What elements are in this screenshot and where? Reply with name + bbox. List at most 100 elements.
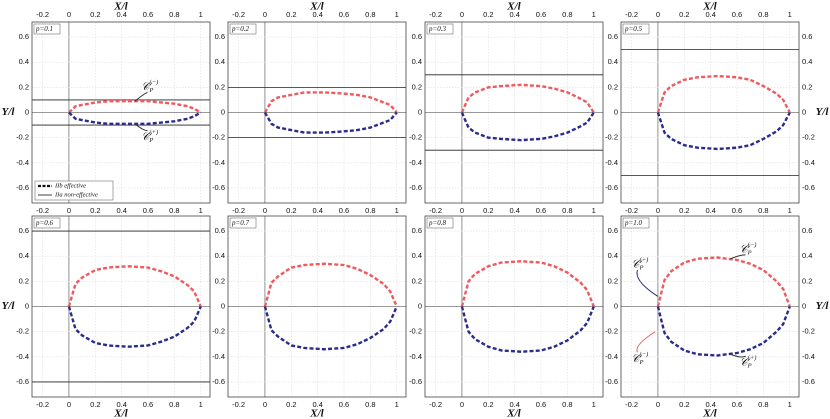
curve [656,74,791,114]
panel: -0.2 0 0.2 0.4 0.6 0.8 1 -0.6 -0.4 -0.2 0 0.2 0.4 0.6… [409,215,604,419]
annotation-leader [730,254,746,260]
annotation-sub: P [747,363,752,370]
x-tick-label: 0.8 [365,400,375,409]
x-tick-label: 0.4 [312,206,322,215]
y-tick-label: -0.4 [605,158,618,167]
p-label-box [229,23,257,35]
x-tick-label: 1 [592,10,596,19]
curve [460,83,595,114]
x-tick-label: 1 [788,10,792,19]
y-tick-label: 0.4 [608,251,618,260]
y-tick-label: -0.6 [409,183,422,192]
x-tick-label: 0.4 [705,400,715,409]
y-tick-label: -0.4 [802,352,815,361]
y-tick-label: -0.2 [802,327,815,336]
y-tick-label: 0.2 [608,82,618,91]
p-label: p=0.6 [35,219,53,227]
x-axis-label: X/l [309,1,324,13]
x-tick-label: 0.6 [536,206,546,215]
x-tick-label: 0.4 [509,400,519,409]
x-tick-label: 0.6 [339,206,349,215]
annotation-sup: (+) [748,355,757,362]
annotation-sub: P [639,265,644,272]
legend-label: IIa non-effective [54,191,98,198]
y-tick-label: 0 [221,301,225,310]
curve [263,262,398,307]
x-tick-label: -0.2 [232,206,245,215]
y-tick-label: -0.6 [409,377,422,386]
y-tick-label: 0.2 [802,276,812,285]
y-tick-label: 0.2 [215,82,225,91]
x-tick-label: 0.8 [365,10,375,19]
x-tick-label: 0.8 [169,206,179,215]
x-tick-label: 0 [263,400,267,409]
x-tick-label: 0.6 [536,10,546,19]
x-tick-label: 0.8 [758,10,768,19]
y-tick-label: 0.4 [608,57,618,66]
x-tick-label: -0.2 [232,400,245,409]
x-tick-label: 1 [788,206,792,215]
frame [31,21,211,204]
y-tick-label: 0 [614,107,618,116]
y-tick-label: 0.6 [19,32,29,41]
p-label-box [426,217,454,229]
x-tick-label: -0.2 [625,400,638,409]
panel: -0.2 -0.2 0 0 0.2 0.2 0.4 0.4 0.6 0.6 0.8 0.8 1 1 -0.6… [605,1,829,215]
x-tick-label: 0.6 [143,10,153,19]
x-tick-label: 0 [460,206,464,215]
y-tick-label: 0.2 [608,276,618,285]
x-tick-label: 0.2 [90,206,100,215]
frame [424,21,604,204]
x-tick-label: 0.6 [143,400,153,409]
y-tick-label: -0.2 [16,133,29,142]
annotation-sup: (−) [748,241,757,248]
p-label: p=0.7 [231,219,249,227]
y-tick-label: 0.2 [802,82,812,91]
x-tick-label: 0 [656,10,660,19]
x-tick-label: 0.8 [169,10,179,19]
annotation-base: 𝒞 [740,357,751,369]
p-label: p=0.1 [35,25,53,33]
y-tick-label: 0.2 [19,276,29,285]
y-tick-label: 0.6 [802,226,812,235]
panel: -0.2 -0.2 0 0 0.2 0.2 0.4 0.4 0.6 0.6 0.8 0.8 1 1 -0.6… [409,1,604,215]
y-tick-label: -0.6 [605,377,618,386]
x-tick-label: 0 [656,206,660,215]
curve [67,306,202,348]
y-tick-label: -0.2 [212,133,225,142]
x-tick-label: 0.8 [562,10,572,19]
x-tick-label: 1 [199,206,203,215]
y-tick-label: -0.6 [16,377,29,386]
y-tick-label: -0.4 [409,158,422,167]
y-tick-label: 0 [614,301,618,310]
x-tick-label: 0.2 [679,206,689,215]
y-tick-label: 0 [418,107,422,116]
frame [227,215,407,398]
p-label-box [622,217,650,229]
y-tick-label: -0.2 [409,133,422,142]
x-tick-label: 0.8 [562,206,572,215]
annotation-sub: P [747,249,752,256]
x-tick-label: 0.4 [116,400,126,409]
x-tick-label: 0 [460,400,464,409]
annotation-sup: (−) [640,351,649,358]
p-label-box [33,217,61,229]
x-tick-label: -0.2 [36,400,49,409]
x-tick-label: 0.8 [758,400,768,409]
x-axis-label: X/l [506,1,521,13]
y-tick-label: 0.2 [215,276,225,285]
y-tick-label: 0.2 [19,82,29,91]
annotation-leader [730,353,746,358]
x-tick-label: 0.4 [312,10,322,19]
annotation-base: 𝒞 [141,131,152,143]
y-tick-label: 0 [418,301,422,310]
annotation-leader [134,91,148,102]
y-tick-label: 0.4 [412,57,422,66]
curve [67,265,202,307]
curve [263,306,398,351]
x-axis-label: X/l [309,408,324,419]
y-axis-label: Y/l [816,106,830,118]
p-label: p=0.3 [428,25,446,33]
x-tick-label: 0 [67,10,71,19]
